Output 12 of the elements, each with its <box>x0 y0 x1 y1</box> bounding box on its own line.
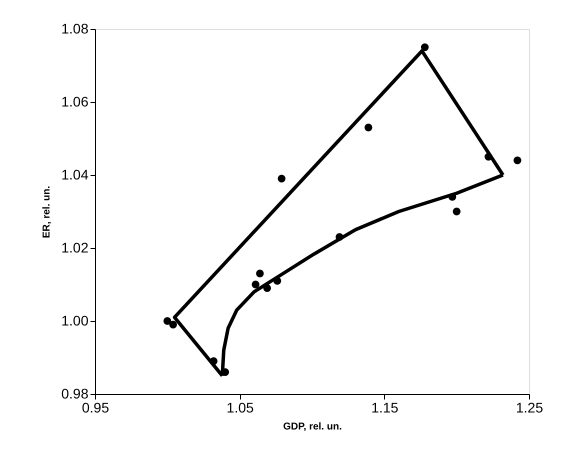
y-tick-label: 0.98 <box>61 386 89 402</box>
y-tick-label: 1.04 <box>61 166 89 182</box>
x-tick-label: 0.95 <box>82 400 110 416</box>
y-tick-label: 1.06 <box>61 94 89 110</box>
x-tick-label: 1.25 <box>516 400 544 416</box>
y-tick-label: 1.08 <box>61 20 89 36</box>
y-tick-label: 1.02 <box>61 240 89 256</box>
x-tick-label: 1.15 <box>371 400 399 416</box>
y-axis-title: ER, rel. un. <box>41 186 52 238</box>
y-tick-label: 1.00 <box>61 312 89 328</box>
x-axis-title: GDP, rel. un. <box>283 422 342 432</box>
x-tick-label: 1.05 <box>226 400 254 416</box>
